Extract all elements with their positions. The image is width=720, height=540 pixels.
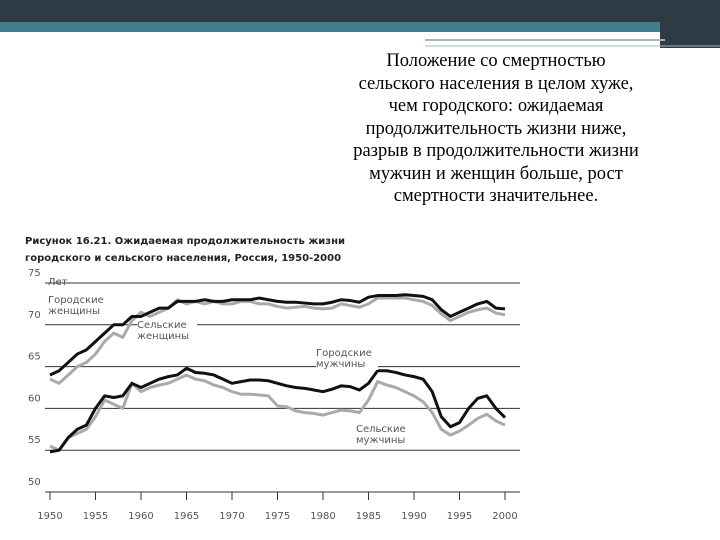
x-tick-label: 1975: [265, 511, 290, 522]
x-tick-label: 1985: [356, 511, 381, 522]
series-label: Сельские женщины: [137, 320, 197, 342]
title-line: городского и сельского населения, Россия…: [25, 253, 342, 264]
series-line: [49, 373, 506, 452]
slide-text: Положение со смертностью сельского насел…: [340, 50, 652, 208]
title-line: Рисунок 16.21. Ожидаемая продолжительнос…: [25, 236, 346, 247]
top-bar: [0, 0, 720, 22]
y-tick-label: 50: [28, 477, 41, 488]
series-label: Городские женщины: [48, 295, 118, 317]
chart-title: Рисунок 16.21. Ожидаемая продолжительнос…: [25, 233, 345, 267]
x-tick-label: 1955: [83, 511, 108, 522]
y-tick-label: 70: [28, 310, 41, 321]
y-tick-label: 55: [28, 435, 41, 446]
y-axis-label: Лет: [48, 277, 68, 288]
series-line: [49, 366, 507, 454]
x-tick-label: 1960: [128, 511, 153, 522]
x-tick-label: 2000: [492, 511, 517, 522]
series-line: [49, 293, 506, 377]
series-line: [49, 296, 506, 385]
x-tick-label: 1980: [310, 511, 335, 522]
corner-block: [660, 0, 720, 48]
x-tick-label: 1990: [401, 511, 426, 522]
series-label: Городские мужчины: [316, 348, 378, 370]
y-tick-label: 65: [28, 352, 41, 363]
x-tick-label: 1970: [219, 511, 244, 522]
series-label: Сельские мужчины: [356, 424, 414, 446]
x-tick-label: 1950: [37, 511, 62, 522]
accent-band: [0, 22, 720, 32]
x-tick-label: 1995: [447, 511, 472, 522]
y-tick-label: 75: [28, 268, 41, 279]
x-tick-label: 1965: [174, 511, 199, 522]
y-tick-label: 60: [28, 393, 41, 404]
